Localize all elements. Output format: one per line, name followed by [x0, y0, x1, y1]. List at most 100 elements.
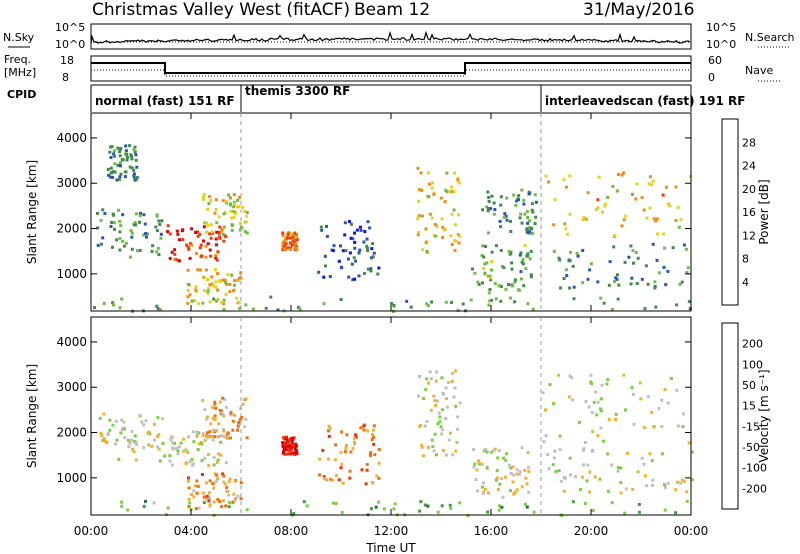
- data-cell: [493, 208, 497, 211]
- data-cell: [377, 266, 381, 270]
- data-cell: [597, 175, 601, 179]
- data-cell: [102, 412, 106, 416]
- data-cell: [179, 441, 183, 445]
- data-cell: [235, 296, 239, 300]
- nsky-strip: N.Sky 10^5 10^0 10^5 10^0 N.Search: [3, 21, 795, 51]
- data-cell: [96, 243, 100, 247]
- data-cell: [222, 302, 226, 306]
- data-cell: [206, 242, 210, 246]
- data-cell: [492, 448, 496, 452]
- data-cell: [340, 266, 344, 270]
- data-cell: [211, 405, 214, 409]
- data-cell: [353, 231, 356, 235]
- data-cell: [343, 221, 347, 225]
- data-cell: [331, 501, 335, 505]
- data-cell: [208, 300, 212, 304]
- data-cell: [371, 242, 375, 246]
- data-cell: [586, 277, 590, 281]
- data-cell: [173, 257, 177, 261]
- data-cell: [106, 167, 110, 171]
- data-cell: [244, 220, 248, 224]
- data-cell: [214, 198, 218, 202]
- data-cell: [122, 427, 126, 431]
- data-cell: [419, 500, 423, 504]
- data-cell: [517, 194, 521, 198]
- data-cell: [632, 422, 636, 426]
- data-cell: [125, 158, 129, 162]
- data-cell: [142, 446, 146, 450]
- data-cell: [327, 429, 330, 433]
- data-cell: [146, 431, 150, 435]
- data-cell: [680, 280, 684, 284]
- data-cell: [190, 227, 194, 231]
- data-cell: [428, 370, 432, 374]
- data-cell: [120, 428, 124, 432]
- data-cell: [448, 431, 452, 435]
- data-cell: [227, 505, 231, 509]
- data-cell: [688, 307, 692, 311]
- data-cell: [157, 219, 161, 223]
- data-cell: [546, 453, 550, 456]
- data-cell: [497, 508, 501, 512]
- data-cell: [157, 253, 161, 257]
- data-cell: [675, 303, 679, 307]
- data-cell: [147, 443, 151, 447]
- data-cell: [417, 231, 421, 234]
- data-cell: [669, 377, 673, 381]
- data-cell: [237, 301, 241, 305]
- data-cell: [238, 195, 242, 199]
- data-cell: [221, 199, 225, 203]
- data-cell: [613, 234, 617, 238]
- data-cell: [420, 214, 424, 218]
- data-cell: [349, 236, 353, 240]
- data-cell: [226, 273, 230, 277]
- data-cell: [568, 259, 572, 263]
- data-cell: [289, 232, 293, 236]
- data-cell: [450, 185, 453, 189]
- data-cell: [485, 261, 489, 265]
- data-cell: [206, 207, 210, 211]
- data-cell: [208, 195, 212, 199]
- data-cell: [178, 238, 181, 242]
- data-cell: [363, 271, 367, 275]
- data-cell: [325, 224, 328, 228]
- data-cell: [562, 489, 566, 493]
- data-cell: [175, 258, 179, 262]
- data-cell: [354, 435, 358, 439]
- data-cell: [616, 469, 620, 473]
- data-cell: [527, 490, 531, 494]
- data-cell: [173, 248, 177, 252]
- data-cell: [112, 303, 115, 307]
- data-cell: [652, 425, 656, 429]
- data-cell: [372, 424, 376, 428]
- data-cell: [237, 278, 241, 282]
- data-cell: [525, 482, 529, 486]
- data-cell: [283, 244, 287, 248]
- data-cell: [481, 281, 484, 285]
- data-cell: [619, 491, 623, 495]
- data-cell: [112, 149, 116, 153]
- data-cell: [663, 483, 666, 487]
- data-cell: [392, 304, 396, 308]
- data-cell: [631, 392, 635, 396]
- data-cell: [483, 271, 487, 275]
- data-cell: [291, 451, 295, 455]
- data-cell: [596, 198, 600, 202]
- data-cell: [210, 435, 214, 438]
- data-cell: [331, 249, 335, 253]
- data-cell: [251, 307, 255, 311]
- data-cell: [630, 386, 634, 389]
- data-cell: [359, 426, 363, 430]
- data-cell: [243, 209, 247, 213]
- data-cell: [119, 147, 123, 151]
- data-cell: [215, 473, 219, 477]
- data-cell: [231, 419, 235, 423]
- data-cell: [497, 449, 501, 453]
- data-cell: [589, 380, 593, 384]
- data-cell: [158, 223, 162, 226]
- data-cell: [498, 482, 502, 486]
- data-cell: [282, 450, 285, 454]
- data-cell: [575, 251, 579, 255]
- data-cell: [142, 213, 146, 217]
- data-cell: [559, 286, 562, 290]
